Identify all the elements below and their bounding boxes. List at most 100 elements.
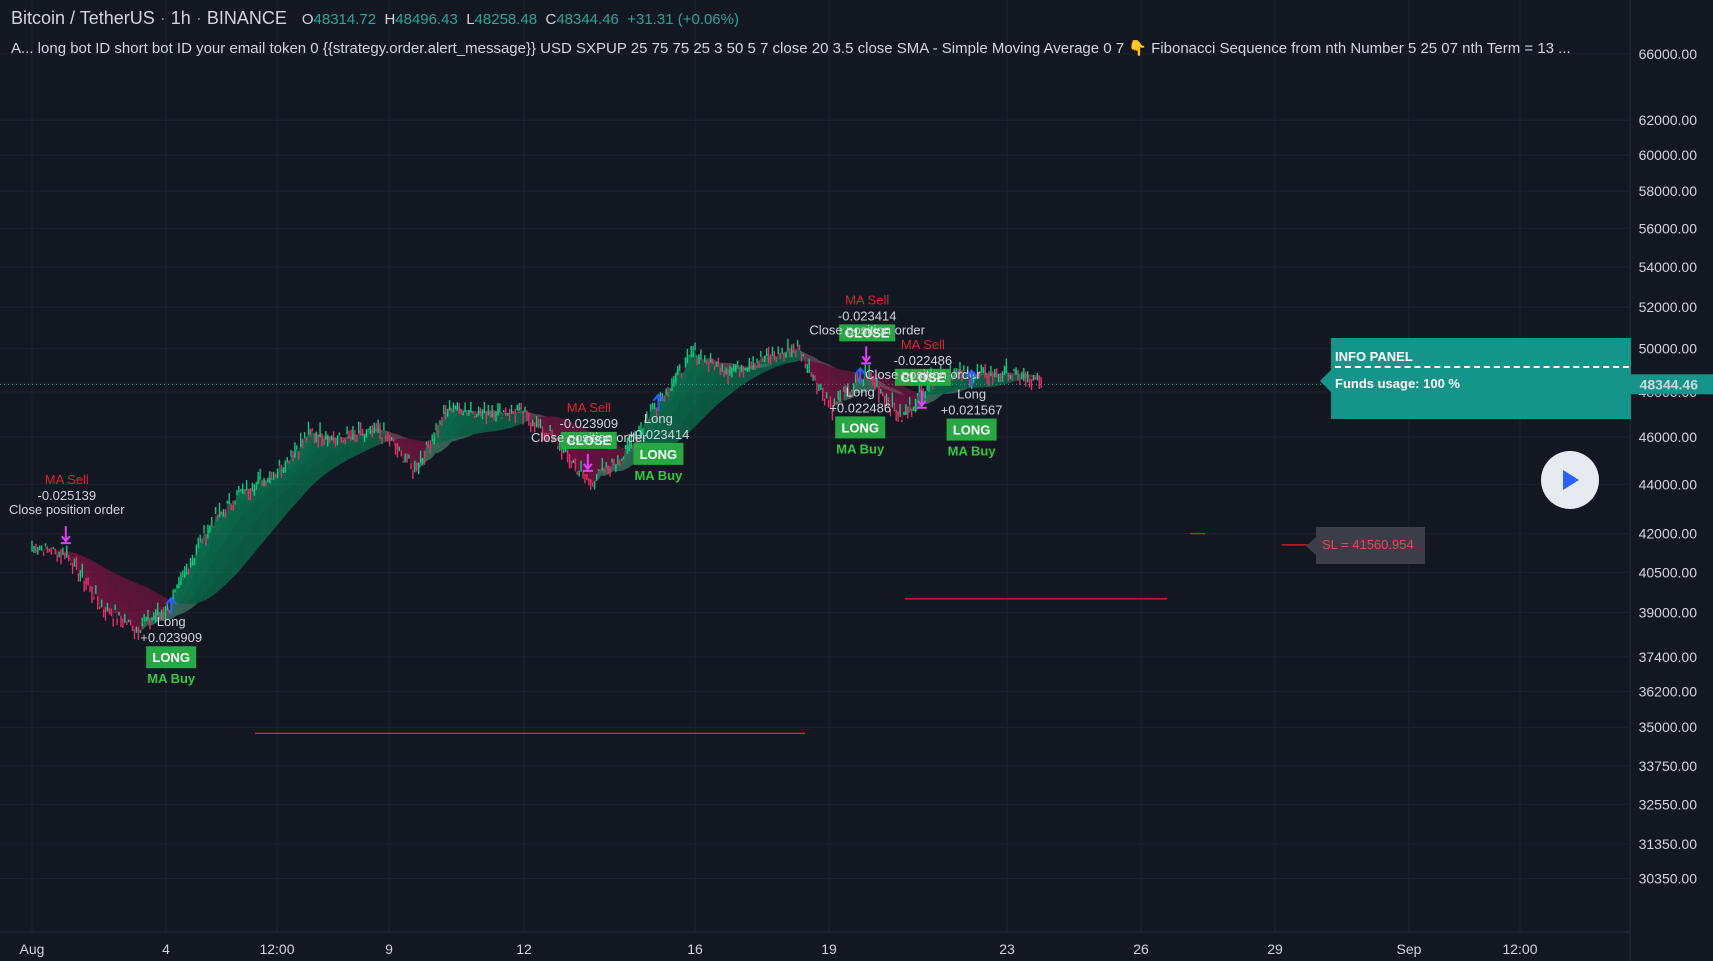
ma-ribbon-segment: [894, 388, 897, 393]
ma-ribbon-segment: [689, 387, 692, 413]
symbol-name[interactable]: Bitcoin / TetherUS: [11, 8, 155, 28]
ma-ribbon-segment: [931, 392, 933, 403]
ma-ribbon-segment: [277, 483, 280, 499]
ma-ribbon-segment: [134, 621, 137, 628]
ma-ribbon-segment: [708, 386, 711, 413]
ma-ribbon-segment: [956, 381, 959, 393]
ma-ribbon-segment: [581, 446, 583, 462]
ma-ribbon-segment: [409, 438, 411, 442]
ma-ribbon-segment: [890, 387, 893, 392]
ma-ribbon-segment: [138, 583, 141, 600]
replay-play-button[interactable]: [1541, 451, 1599, 509]
ma-ribbon-segment: [797, 349, 800, 353]
ma-ribbon-segment: [393, 433, 396, 436]
ma-ribbon-segment: [816, 360, 819, 363]
time-tick-label: 16: [687, 941, 703, 957]
indicator-params[interactable]: A... long bot ID short bot ID your email…: [11, 40, 1571, 57]
ma-ribbon-segment: [308, 458, 311, 473]
ma-ribbon-segment: [685, 366, 688, 380]
ma-ribbon-segment: [173, 608, 176, 618]
ma-ribbon-segment: [238, 503, 241, 521]
ma-ribbon-segment: [459, 411, 462, 433]
ma-ribbon-segment: [310, 468, 313, 488]
ma-ribbon-segment: [569, 421, 572, 428]
ma-buy-marker: Long+0.023909 LONG MA Buy: [140, 596, 202, 686]
ma-ribbon-segment: [631, 462, 634, 466]
ma-ribbon-segment: [412, 443, 415, 457]
ma-ribbon-segment: [554, 422, 556, 432]
ma-ribbon-segment: [965, 387, 968, 390]
ma-ribbon-segment: [954, 389, 957, 394]
ma-ribbon-segment: [530, 412, 533, 415]
ma-ribbon-segment: [892, 387, 895, 393]
ma-ribbon-segment: [869, 373, 872, 379]
ma-ribbon-segment: [124, 584, 127, 606]
ma-ribbon-segment: [677, 404, 680, 429]
ma-ribbon-segment: [229, 531, 232, 561]
ma-ribbon-segment: [687, 364, 690, 377]
ma-ribbon-segment: [478, 430, 481, 434]
ma-ribbon-segment: [211, 583, 214, 597]
ma-ribbon-segment: [246, 508, 249, 535]
symbol-header[interactable]: Bitcoin / TetherUS · 1h · BINANCE O48314…: [11, 8, 739, 28]
ma-ribbon-segment: [952, 372, 955, 379]
ma-ribbon-segment: [275, 478, 278, 487]
ma-ribbon-segment: [960, 388, 962, 392]
ma-sell-text: MA Sell: [901, 337, 945, 352]
ma-ribbon-segment: [238, 543, 241, 572]
interval[interactable]: 1h: [170, 8, 191, 28]
ma-ribbon-segment: [376, 433, 379, 436]
ma-ribbon-segment: [882, 376, 885, 389]
ma-ribbon-segment: [291, 475, 293, 487]
ma-ribbon-segment: [190, 580, 193, 600]
ma-ribbon-segment: [291, 467, 293, 477]
ma-ribbon-segment: [269, 482, 272, 491]
ma-ribbon-segment: [374, 434, 377, 436]
ma-ribbon-segment: [1031, 374, 1034, 376]
close-badge-text: CLOSE: [566, 433, 611, 448]
price-tick-label: 30350.00: [1639, 871, 1698, 887]
ma-ribbon-segment: [209, 542, 212, 569]
ma-ribbon-segment: [583, 448, 585, 464]
ma-ribbon-segment: [217, 528, 220, 554]
ma-ribbon-segment: [231, 529, 234, 559]
ma-ribbon-segment: [395, 433, 398, 437]
ma-ribbon-segment: [88, 558, 90, 563]
ma-ribbon-segment: [704, 390, 707, 417]
ma-ribbon-segment: [625, 454, 628, 463]
ma-ribbon-segment: [896, 389, 899, 394]
ma-ribbon-segment: [213, 580, 216, 595]
ma-ribbon-segment: [929, 394, 931, 404]
ma-ribbon-segment: [395, 435, 398, 445]
ma-ribbon-segment: [111, 586, 114, 607]
ma-ribbon-segment: [221, 569, 224, 589]
long-badge: [146, 646, 197, 669]
ma-ribbon-segment: [938, 393, 941, 395]
ma-ribbon-segment: [194, 572, 197, 595]
ma-ribbon-segment: [550, 431, 553, 437]
ma-ribbon-segment: [472, 433, 475, 435]
ma-ribbon-segment: [961, 388, 964, 391]
ma-ribbon-segment: [405, 438, 408, 449]
ma-ribbon-segment: [490, 423, 493, 432]
price-tick-label: 35000.00: [1639, 719, 1698, 735]
ma-ribbon-segment: [610, 459, 612, 472]
ma-ribbon-segment: [449, 410, 452, 427]
time-tick-label: 4: [162, 941, 170, 957]
last-price-label: 48344.46: [1640, 376, 1699, 392]
ma-ribbon-segment: [126, 605, 129, 618]
ma-ribbon-segment: [774, 364, 777, 368]
ma-ribbon-segment: [242, 512, 245, 541]
ma-ribbon-segment: [352, 442, 355, 458]
ma-ribbon-segment: [760, 365, 763, 368]
ma-ribbon-segment: [735, 369, 738, 390]
ma-ribbon-segment: [184, 603, 187, 613]
ma-ribbon-segment: [238, 496, 241, 506]
ma-ribbon-segment: [445, 429, 448, 448]
ma-ribbon-segment: [882, 382, 885, 394]
ma-ribbon-segment: [830, 365, 833, 368]
ma-ribbon-segment: [677, 387, 680, 408]
ma-ribbon-segment: [948, 387, 951, 394]
